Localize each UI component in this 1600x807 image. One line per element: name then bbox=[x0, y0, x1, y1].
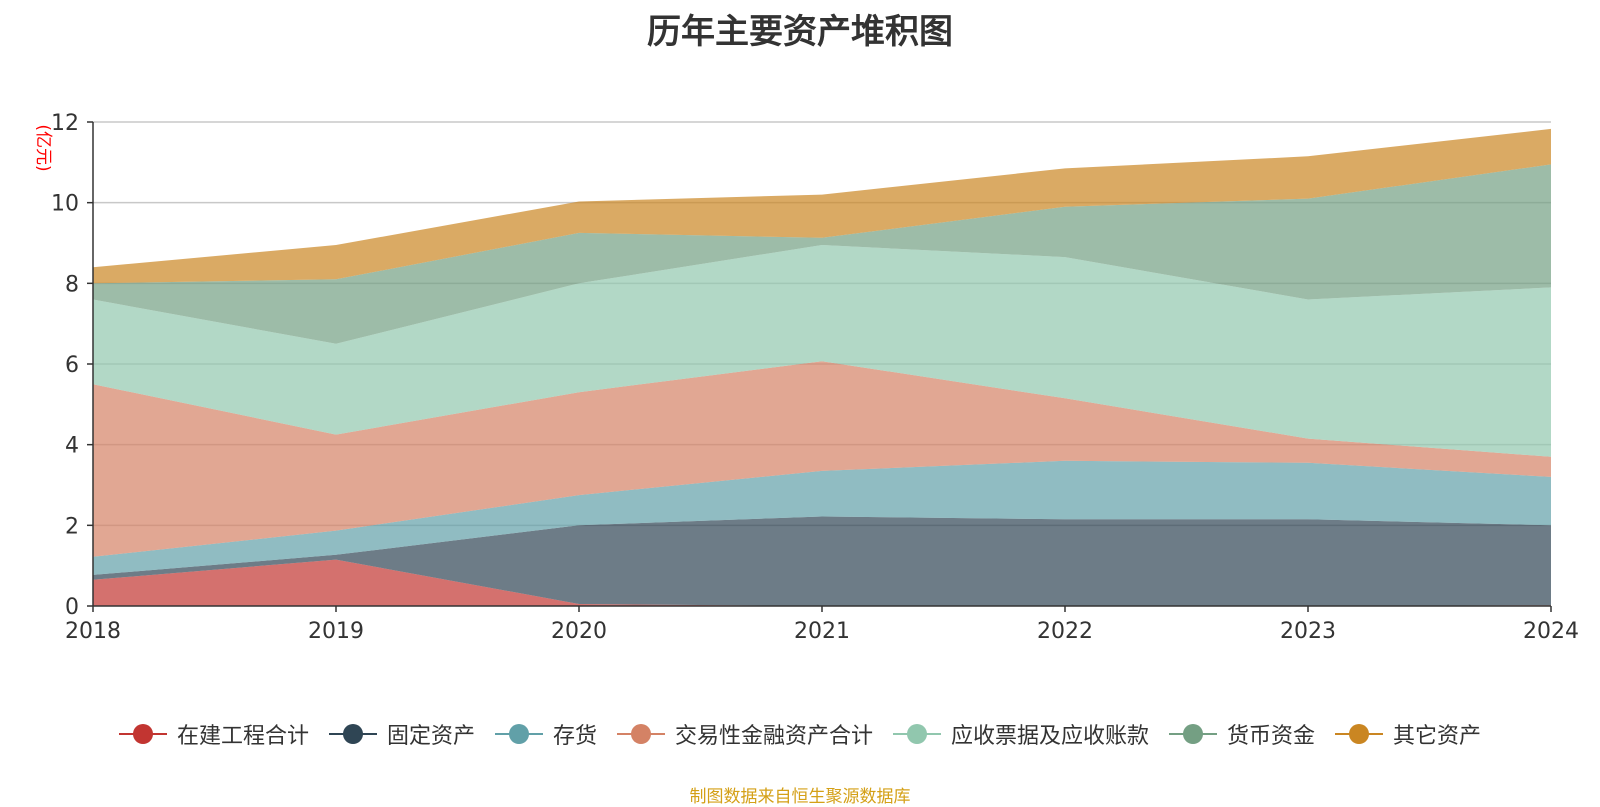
y-tick-label: 4 bbox=[65, 434, 79, 459]
legend-swatch bbox=[1169, 724, 1218, 744]
legend-swatch bbox=[893, 724, 941, 744]
legend-label: 其它资产 bbox=[1393, 724, 1482, 749]
x-tick-label: 2019 bbox=[308, 619, 364, 644]
x-tick-label: 2022 bbox=[1037, 619, 1093, 644]
legend-item[interactable]: 货币资金 bbox=[1169, 718, 1315, 750]
y-tick-label: 8 bbox=[65, 272, 79, 297]
area-series-货币资金 bbox=[93, 164, 1551, 344]
legend-label: 应收票据及应收账款 bbox=[951, 724, 1150, 749]
area-series-固定资产 bbox=[93, 516, 1551, 606]
area-series-交易性金融资产合计 bbox=[93, 361, 1551, 557]
y-tick-label: 6 bbox=[65, 353, 79, 378]
y-tick-label: 12 bbox=[51, 111, 79, 136]
legend-swatch bbox=[494, 724, 543, 744]
legend-item[interactable]: 固定资产 bbox=[328, 718, 475, 750]
x-tick-label: 2023 bbox=[1280, 619, 1336, 644]
area-series-存货 bbox=[93, 460, 1551, 575]
y-axis-label: (亿元) bbox=[33, 124, 53, 171]
chart-legend: 在建工程合计 固定资产 存货 交易性金融资产合计 应收票据及应收账款 货币资金 其它资产 bbox=[0, 718, 1600, 750]
legend-label: 存货 bbox=[552, 724, 597, 749]
area-series-在建工程合计 bbox=[93, 559, 1551, 606]
legend-label: 货币资金 bbox=[1227, 724, 1316, 749]
legend-item[interactable]: 其它资产 bbox=[1335, 718, 1481, 750]
y-tick-label: 2 bbox=[65, 514, 79, 539]
area-series-应收票据及应收账款 bbox=[93, 245, 1551, 457]
x-tick-label: 2020 bbox=[551, 619, 607, 644]
legend-label: 在建工程合计 bbox=[176, 724, 309, 749]
x-tick-label: 2024 bbox=[1523, 619, 1579, 644]
legend-item[interactable]: 交易性金融资产合计 bbox=[616, 718, 873, 750]
x-tick-label: 2021 bbox=[794, 619, 850, 644]
legend-item[interactable]: 应收票据及应收账款 bbox=[893, 718, 1149, 750]
y-tick-label: 10 bbox=[51, 192, 79, 217]
x-tick-label: 2018 bbox=[65, 619, 121, 644]
legend-swatch bbox=[328, 724, 377, 744]
chart-title: 历年主要资产堆积图 bbox=[647, 12, 953, 52]
area-series-其它资产 bbox=[93, 128, 1551, 284]
legend-label: 固定资产 bbox=[386, 724, 475, 749]
legend-item[interactable]: 存货 bbox=[494, 718, 597, 750]
legend-swatch bbox=[1335, 724, 1384, 744]
y-tick-label: 0 bbox=[65, 595, 79, 620]
legend-label: 交易性金融资产合计 bbox=[674, 724, 873, 749]
legend-item[interactable]: 在建工程合计 bbox=[118, 718, 309, 750]
legend-swatch bbox=[616, 724, 665, 744]
source-note: 制图数据来自恒生聚源数据库 bbox=[689, 787, 911, 807]
legend-swatch bbox=[118, 724, 167, 744]
